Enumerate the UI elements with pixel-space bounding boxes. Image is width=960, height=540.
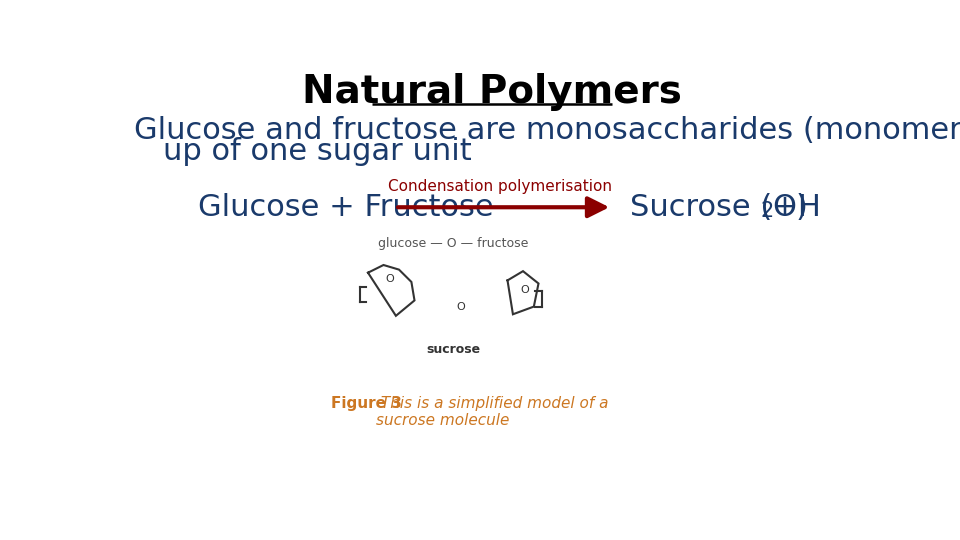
Text: glucose — O — fructose: glucose — O — fructose [378,237,528,250]
Text: 2: 2 [760,201,774,221]
Text: Glucose and fructose are monosaccharides (monomers), made: Glucose and fructose are monosaccharides… [134,116,960,145]
Text: up of one sugar unit: up of one sugar unit [163,137,472,166]
Text: sucrose: sucrose [426,343,480,356]
Text: O: O [520,285,529,295]
Text: Natural Polymers: Natural Polymers [302,73,682,111]
Text: O: O [385,274,394,284]
Text: Glucose + Fructose: Glucose + Fructose [198,193,493,222]
Text: O): O) [772,193,807,222]
Text: This is a simplified model of a
sucrose molecule: This is a simplified model of a sucrose … [375,396,609,428]
Text: Figure 3: Figure 3 [331,396,401,411]
Text: O: O [457,302,466,312]
Text: Condensation polymerisation: Condensation polymerisation [388,179,612,194]
Text: Sucrose (+H: Sucrose (+H [630,193,821,222]
